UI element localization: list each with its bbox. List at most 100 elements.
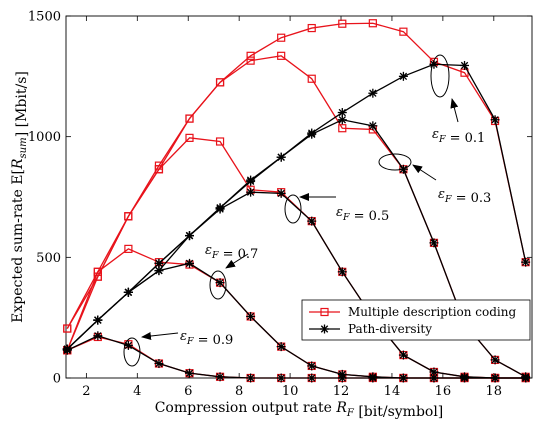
mdc-point [368,19,377,28]
pd-point [123,287,133,297]
pd-line-eps-0.9 [66,335,526,379]
pd-point [307,373,317,383]
x-tick-label: 10 [282,384,299,399]
pd-point [398,373,408,383]
pd-point [246,373,256,383]
annotation-ellipse [378,153,412,171]
legend-square-marker [320,307,329,317]
pd-point [185,231,195,241]
y-tick-label: 1500 [28,10,61,25]
pd-point [62,345,72,355]
mdc-point [277,51,286,60]
y-axis-label: Expected sum-rate E[Rsum] [Mbit/s] [10,71,30,323]
annotation-arrow [412,164,437,181]
pd-point [215,278,225,288]
pd-point [490,373,500,383]
pd-point [460,373,470,383]
pd-point [246,311,256,321]
series-layer [62,19,531,383]
pd-point [276,373,286,383]
pd-point [276,342,286,352]
annotation-ellipse [430,54,450,98]
pd-point [154,266,164,276]
pd-point [246,187,256,197]
pd-point [215,372,225,382]
pd-point [154,359,164,369]
pd-point [521,257,531,267]
pd-point [337,373,347,383]
pd-point [276,152,286,162]
mdc-point [307,74,316,83]
annotation-label: εF = 0.1 [432,127,485,146]
annotation-label: εF = 0.9 [180,329,233,348]
pd-point [307,361,317,371]
annotation-label: εF = 0.7 [205,243,258,262]
mdc-point [307,23,316,33]
y-tick-label: 1000 [28,130,61,145]
mdc-point [154,165,164,174]
pd-point [246,176,256,186]
annotation-arrow [141,332,179,340]
pd-point [337,267,347,277]
pd-point [215,204,225,214]
y-tick-label: 500 [36,251,61,266]
x-tick-label: 6 [184,384,192,399]
pd-point [307,216,317,226]
legend-entry-label: Multiple description coding [348,305,516,319]
pd-point [368,373,378,383]
pd-point [93,331,103,341]
mdc-point [338,124,347,133]
x-tick-label: 2 [82,384,90,399]
x-tick-label: 8 [235,384,243,399]
legend-box [301,299,531,341]
mdc-point [124,244,133,253]
pd-point [276,188,286,198]
mdc-point [215,78,225,87]
pd-point [185,368,195,378]
mdc-point [399,27,408,36]
pd-point [490,355,500,365]
x-tick-label: 12 [333,384,350,399]
pd-point [337,115,347,125]
mdc-point [185,133,194,142]
mdc-point [338,19,347,28]
mdc-point [63,324,72,333]
mdc-point [277,33,286,42]
x-tick-label: 4 [133,384,141,399]
pd-point [398,350,408,360]
x-tick-label: 14 [384,384,401,399]
pd-point [429,373,439,383]
pd-point [429,238,439,248]
annotation-layer: εF = 0.1 εF = 0.3 εF = 0.5 εF = 0.7 εF = 0.9 [123,54,491,367]
annotation-ellipse [209,270,227,300]
legend-star-marker [320,324,329,334]
pd-line-eps-0.3 [66,119,526,378]
annotation-label: εF = 0.3 [438,187,491,206]
legend: Multiple description coding Path-diversit… [301,299,531,341]
annotation-ellipse [123,337,141,367]
pd-point [368,121,378,131]
mdc-point [246,51,255,60]
x-axis-label: Compression output rate RF [bit/symbol] [155,400,444,420]
annotation-arrow [225,253,249,269]
annotation-ellipse [284,194,302,224]
mdc-point [246,56,255,65]
pd-point [398,71,408,81]
pd-point [490,115,500,125]
mdc-point [185,114,194,123]
pd-point [307,129,317,139]
pd-point [368,88,378,98]
annotation-arrow [450,98,459,123]
x-tick-label: 16 [435,384,452,399]
mdc-point [93,267,102,276]
mdc-point [124,212,133,221]
mdc-line-eps-0.1 [66,22,527,329]
annotation-label: εF = 0.5 [336,205,389,224]
axes: 2 4 6 8 10 12 14 16 18 0 500 1000 1500 Compression ou… [10,10,533,420]
pd-point [521,373,531,383]
pd-point [185,258,195,268]
x-tick-label: 18 [486,384,503,399]
pd-point [93,315,103,325]
legend-entry-label: Path-diversity [348,322,432,336]
